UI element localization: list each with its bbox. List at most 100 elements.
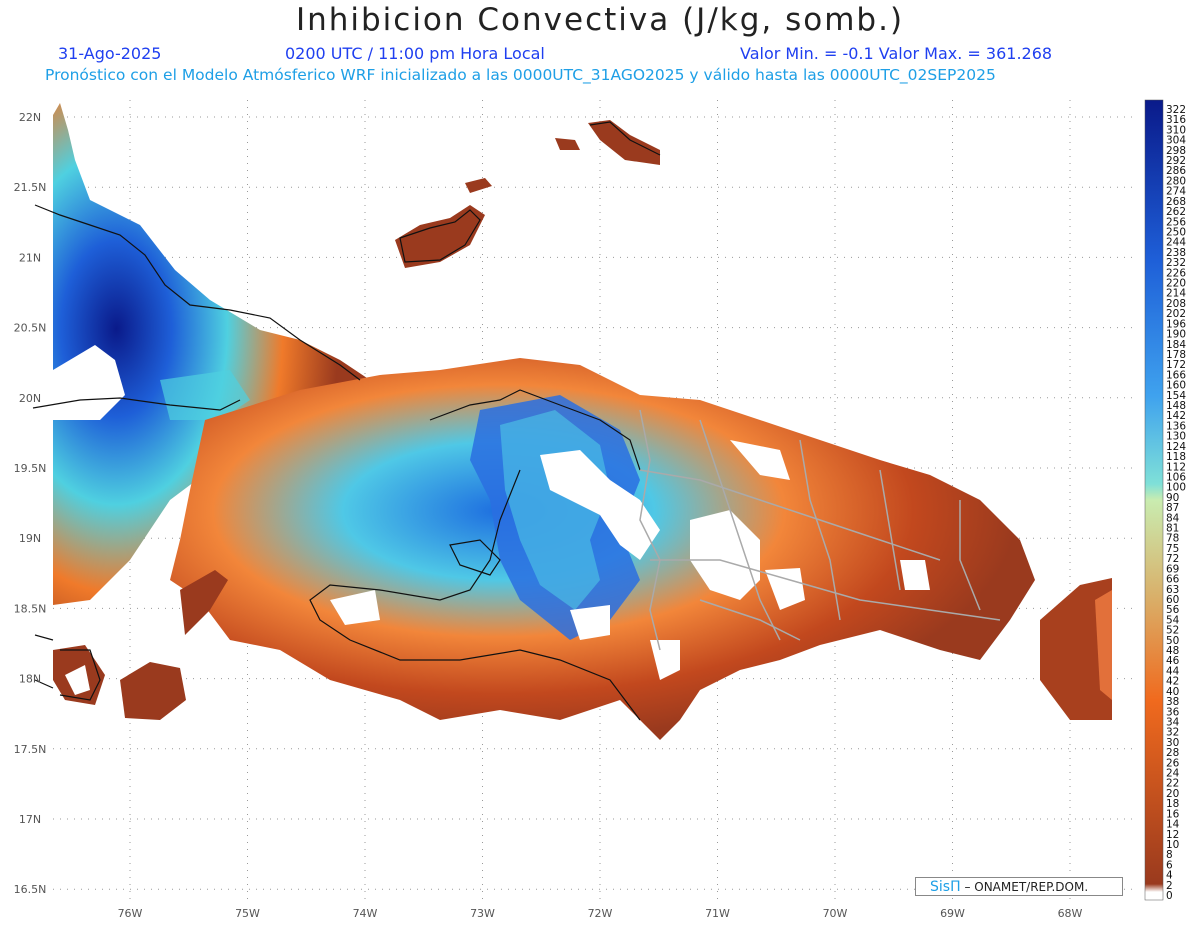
colorbar-label: 250 bbox=[1166, 226, 1186, 238]
colorbar-label: 154 bbox=[1166, 390, 1186, 402]
colorbar-label: 208 bbox=[1166, 298, 1186, 310]
lon-label: 75W bbox=[235, 907, 260, 920]
colorbar-label: 75 bbox=[1166, 543, 1179, 555]
colorbar-label: 69 bbox=[1166, 563, 1179, 575]
colorbar-label: 112 bbox=[1166, 461, 1186, 473]
colorbar-label: 34 bbox=[1166, 716, 1180, 728]
lon-label: 72W bbox=[588, 907, 613, 920]
colorbar-label: 2 bbox=[1166, 880, 1173, 892]
colorbar-labels: 3223163103042982922862802742682622562502… bbox=[1166, 104, 1186, 902]
date-label: 31-Ago-2025 bbox=[58, 44, 162, 63]
colorbar-label: 166 bbox=[1166, 369, 1186, 381]
lat-label: 17N bbox=[19, 813, 41, 826]
colorbar-label: 54 bbox=[1166, 614, 1180, 626]
lon-label: 73W bbox=[470, 907, 495, 920]
lon-label: 68W bbox=[1058, 907, 1083, 920]
colorbar-label: 81 bbox=[1166, 523, 1179, 535]
colorbar-label: 220 bbox=[1166, 278, 1186, 290]
min-max-label: Valor Min. = -0.1 Valor Max. = 361.268 bbox=[740, 44, 1053, 63]
longitude-labels: 76W 75W 74W 73W 72W 71W 70W 69W 68W bbox=[118, 907, 1083, 920]
time-label: 0200 UTC / 11:00 pm Hora Local bbox=[285, 44, 545, 63]
colorbar-label: 304 bbox=[1166, 135, 1186, 147]
colorbar-label: 118 bbox=[1166, 451, 1186, 463]
lon-label: 70W bbox=[823, 907, 848, 920]
colorbar-label: 292 bbox=[1166, 155, 1186, 167]
colorbar-label: 286 bbox=[1166, 165, 1186, 177]
colorbar-label: 26 bbox=[1166, 757, 1180, 769]
colorbar-label: 226 bbox=[1166, 267, 1186, 279]
colorbar-label: 106 bbox=[1166, 471, 1186, 483]
colorbar-label: 10 bbox=[1166, 839, 1179, 851]
colorbar-label: 6 bbox=[1166, 859, 1173, 871]
colorbar-label: 130 bbox=[1166, 431, 1186, 443]
colorbar-label: 22 bbox=[1166, 778, 1179, 790]
colorbar-label: 36 bbox=[1166, 706, 1180, 718]
lat-label: 17.5N bbox=[14, 743, 47, 756]
colorbar-label: 40 bbox=[1166, 686, 1179, 698]
colorbar-label: 214 bbox=[1166, 288, 1186, 300]
colorbar-label: 30 bbox=[1166, 737, 1179, 749]
colorbar-label: 48 bbox=[1166, 645, 1179, 657]
colorbar-label: 262 bbox=[1166, 206, 1186, 218]
colorbar-label: 100 bbox=[1166, 482, 1186, 494]
colorbar-label: 52 bbox=[1166, 625, 1179, 637]
colorbar-label: 46 bbox=[1166, 655, 1180, 667]
colorbar-label: 274 bbox=[1166, 186, 1186, 198]
colorbar-label: 172 bbox=[1166, 359, 1186, 371]
colorbar-label: 244 bbox=[1166, 237, 1186, 249]
colorbar-label: 0 bbox=[1166, 890, 1173, 902]
colorbar bbox=[1144, 99, 1164, 901]
colorbar-label: 87 bbox=[1166, 502, 1179, 514]
lat-label: 19N bbox=[19, 532, 41, 545]
coastlines bbox=[32, 121, 661, 721]
lat-label: 18N bbox=[19, 673, 41, 686]
colorbar-label: 44 bbox=[1166, 665, 1180, 677]
lat-label: 21.5N bbox=[14, 181, 47, 194]
lat-label: 19.5N bbox=[14, 462, 47, 475]
credit-org: – ONAMET/REP.DOM. bbox=[964, 880, 1089, 894]
colorbar-label: 16 bbox=[1166, 808, 1180, 820]
lat-label: 16.5N bbox=[14, 883, 47, 896]
colorbar-label: 202 bbox=[1166, 308, 1186, 320]
colorbar-label: 63 bbox=[1166, 584, 1179, 596]
colorbar-label: 280 bbox=[1166, 175, 1186, 187]
colorbar-label: 256 bbox=[1166, 216, 1186, 228]
colorbar-label: 66 bbox=[1166, 574, 1180, 586]
lat-label: 21N bbox=[19, 251, 41, 264]
colorbar-label: 160 bbox=[1166, 380, 1186, 392]
credit-box: SisΠ – ONAMET/REP.DOM. bbox=[915, 877, 1123, 896]
colorbar-label: 8 bbox=[1166, 849, 1173, 861]
lat-label: 22N bbox=[19, 111, 41, 124]
colorbar-label: 60 bbox=[1166, 594, 1179, 606]
colorbar-label: 148 bbox=[1166, 400, 1186, 412]
colorbar-label: 178 bbox=[1166, 349, 1186, 361]
colorbar-label: 12 bbox=[1166, 829, 1179, 841]
colorbar-label: 18 bbox=[1166, 798, 1179, 810]
forecast-label: Pronóstico con el Modelo Atmósferico WRF… bbox=[45, 66, 996, 84]
colorbar-label: 42 bbox=[1166, 676, 1179, 688]
colorbar-label: 124 bbox=[1166, 441, 1186, 453]
province-boundaries bbox=[639, 409, 1001, 651]
lon-label: 76W bbox=[118, 907, 143, 920]
colorbar-label: 14 bbox=[1166, 819, 1180, 831]
colorbar-label: 268 bbox=[1166, 196, 1186, 208]
lon-label: 69W bbox=[940, 907, 965, 920]
colorbar-label: 24 bbox=[1166, 768, 1180, 780]
latitude-labels: 22N 21.5N 21N 20.5N 20N 19.5N 19N 18.5N 18N 17.5N… bbox=[14, 111, 47, 896]
colorbar-label: 136 bbox=[1166, 420, 1186, 432]
colorbar-label: 72 bbox=[1166, 553, 1179, 565]
colorbar-label: 196 bbox=[1166, 318, 1186, 330]
colorbar-label: 4 bbox=[1166, 870, 1173, 882]
colorbar-label: 322 bbox=[1166, 104, 1186, 116]
lon-label: 74W bbox=[353, 907, 378, 920]
colorbar-label: 298 bbox=[1166, 145, 1186, 157]
colorbar-label: 20 bbox=[1166, 788, 1179, 800]
map-title: Inhibicion Convectiva (J/kg, somb.) bbox=[295, 2, 905, 38]
colorbar-label: 190 bbox=[1166, 329, 1186, 341]
colorbar-label: 56 bbox=[1166, 604, 1180, 616]
lon-label: 71W bbox=[705, 907, 730, 920]
colorbar-label: 316 bbox=[1166, 114, 1186, 126]
colorbar-label: 84 bbox=[1166, 512, 1180, 524]
colorbar-label: 142 bbox=[1166, 410, 1186, 422]
